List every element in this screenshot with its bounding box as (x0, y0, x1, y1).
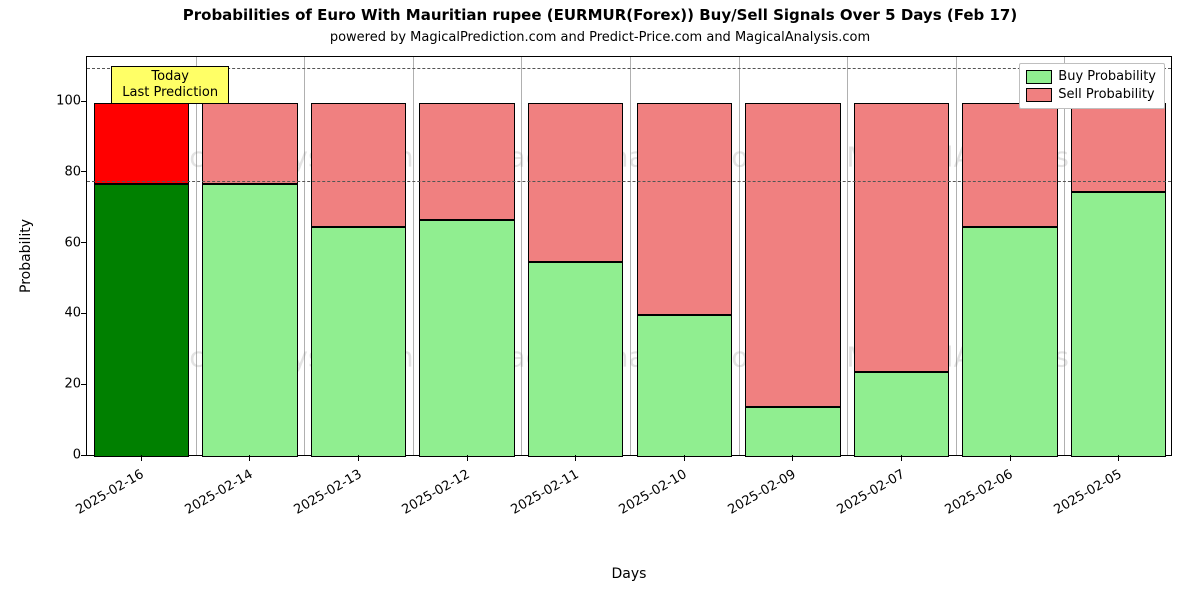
legend-item: Sell Probability (1026, 86, 1156, 104)
legend-swatch (1026, 70, 1052, 84)
xtick-label: 2025-02-14 (182, 467, 255, 518)
ytick-label: 100 (56, 94, 87, 109)
xtick-label: 2025-02-11 (508, 467, 581, 518)
dashed-line (87, 68, 1171, 69)
x-axis-label: Days (612, 566, 647, 582)
xtick-label: 2025-02-10 (617, 467, 690, 518)
y-axis-label: Probability (18, 219, 34, 293)
xtick-mark (141, 455, 142, 461)
legend-label: Buy Probability (1058, 68, 1156, 86)
plot-area: MagicalAnalysis.comMagicalAnalysis.comMa… (86, 56, 1172, 456)
xtick-mark (249, 455, 250, 461)
chart-subtitle: powered by MagicalPrediction.com and Pre… (0, 30, 1200, 45)
xtick-mark (1010, 455, 1011, 461)
xtick-mark (358, 455, 359, 461)
xtick-label: 2025-02-06 (943, 467, 1016, 518)
xtick-mark (1118, 455, 1119, 461)
legend-item: Buy Probability (1026, 68, 1156, 86)
legend-swatch (1026, 88, 1052, 102)
xtick-label: 2025-02-13 (291, 467, 364, 518)
annotation-line2: Last Prediction (122, 85, 218, 101)
today-annotation: TodayLast Prediction (111, 66, 229, 105)
chart-title: Probabilities of Euro With Mauritian rup… (0, 6, 1200, 24)
xtick-mark (901, 455, 902, 461)
figure: Probabilities of Euro With Mauritian rup… (0, 0, 1200, 600)
dashed-line (87, 181, 1171, 182)
xtick-mark (467, 455, 468, 461)
annotation-line1: Today (122, 69, 218, 85)
xtick-mark (792, 455, 793, 461)
xtick-label: 2025-02-07 (834, 467, 907, 518)
xtick-label: 2025-02-12 (400, 467, 473, 518)
ytick-label: 40 (64, 306, 87, 321)
ytick-label: 20 (64, 377, 87, 392)
xtick-mark (684, 455, 685, 461)
xtick-label: 2025-02-09 (725, 467, 798, 518)
overlay-layer: TodayLast Prediction (87, 57, 1171, 455)
ytick-label: 0 (73, 448, 87, 463)
ytick-label: 80 (64, 164, 87, 179)
ytick-label: 60 (64, 235, 87, 250)
legend: Buy ProbabilitySell Probability (1019, 63, 1165, 109)
xtick-label: 2025-02-16 (74, 467, 147, 518)
legend-label: Sell Probability (1058, 86, 1154, 104)
xtick-label: 2025-02-05 (1051, 467, 1124, 518)
xtick-mark (575, 455, 576, 461)
